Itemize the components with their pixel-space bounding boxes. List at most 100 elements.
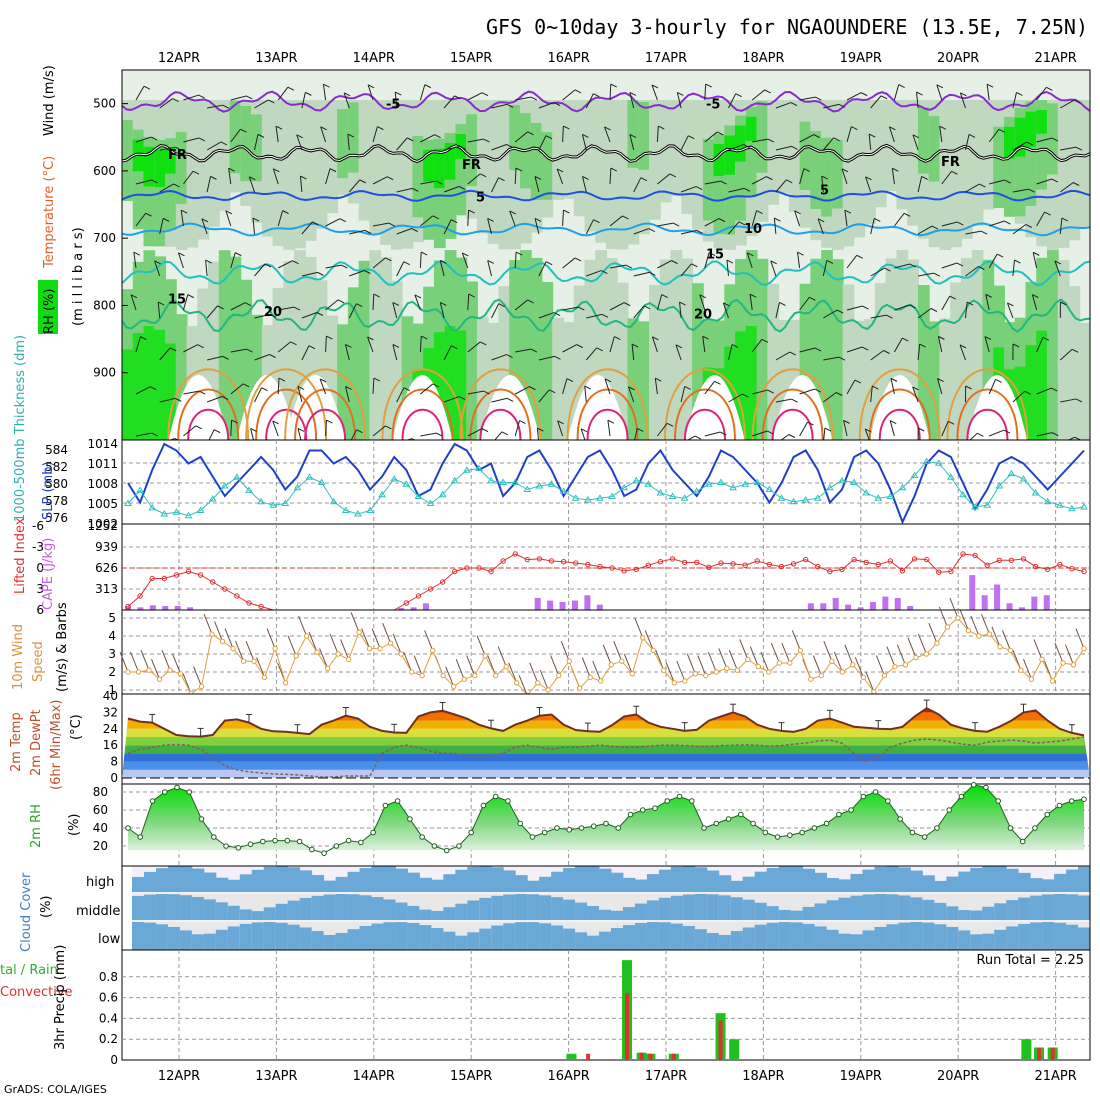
surface-wind-barb bbox=[907, 637, 917, 658]
cape-bar bbox=[869, 601, 876, 610]
wind-barb-flag bbox=[450, 219, 458, 224]
cloud-low-cell bbox=[155, 924, 169, 950]
wind-barb bbox=[367, 336, 374, 353]
cloud-low-cell bbox=[622, 925, 636, 950]
surface-wind-barb bbox=[665, 662, 675, 683]
wind-barb-flag bbox=[529, 386, 536, 391]
top-date-label: 12APR bbox=[158, 51, 200, 66]
cloud-high-cell bbox=[239, 874, 253, 892]
wind-barb bbox=[562, 89, 576, 101]
wind-barb bbox=[633, 228, 649, 235]
cloud-high-cell bbox=[994, 866, 1007, 892]
rh-point bbox=[603, 820, 609, 827]
wind-barb-flag bbox=[601, 270, 608, 275]
wind-barb bbox=[609, 264, 626, 269]
wind-speed-point bbox=[598, 678, 604, 684]
surface-wind-barb bbox=[833, 651, 843, 673]
cloud-middle-cell bbox=[323, 894, 337, 920]
surface-wind-barb bbox=[445, 666, 455, 687]
wind-barb-flag bbox=[770, 260, 777, 265]
y-tick-label: -6 bbox=[32, 519, 44, 533]
cloud-middle-cell bbox=[299, 897, 313, 920]
surface-wind-barb bbox=[760, 651, 770, 673]
cloud-middle-cell bbox=[946, 906, 959, 920]
rh-point bbox=[309, 846, 315, 853]
cloud-cover-panel: high middle low Cloud Cover (%) bbox=[19, 865, 1091, 952]
surface-wind-barb bbox=[455, 659, 465, 680]
wind-barb bbox=[372, 176, 388, 185]
wind-barb bbox=[420, 134, 435, 143]
rh-cell bbox=[573, 100, 586, 217]
wind-speed-point bbox=[734, 667, 741, 673]
rh-point bbox=[431, 843, 438, 849]
wind-barb-flag bbox=[675, 344, 683, 349]
wind-barb bbox=[538, 102, 555, 109]
temperature-band bbox=[122, 769, 1090, 778]
lifted-index-point bbox=[524, 556, 531, 563]
cloud-low-cell bbox=[670, 923, 684, 950]
wind-barb-flag bbox=[244, 302, 252, 307]
wind-barb-flag bbox=[312, 221, 319, 226]
warm-contour bbox=[673, 388, 736, 440]
wind-barb bbox=[467, 173, 481, 185]
surface-wind-barb bbox=[161, 650, 171, 671]
surface-wind-barb bbox=[592, 660, 602, 682]
thickness-point bbox=[765, 485, 774, 492]
wind-barb-flag bbox=[140, 336, 147, 341]
surface-wind-barb bbox=[686, 653, 696, 674]
wind-barb-flag bbox=[293, 306, 301, 311]
rh-point bbox=[860, 793, 867, 800]
wind-barb-flag bbox=[1007, 302, 1014, 307]
rh-cell bbox=[498, 100, 511, 250]
cloud-low-cell bbox=[563, 928, 576, 950]
wind-barb bbox=[912, 134, 919, 151]
rh-point bbox=[443, 847, 450, 854]
wind-barb-flag bbox=[154, 260, 161, 265]
rh-cell bbox=[917, 284, 930, 440]
rh-point bbox=[787, 832, 793, 839]
wind-barb bbox=[633, 177, 642, 193]
thickness-point bbox=[1043, 497, 1052, 505]
cloud-low-cell bbox=[838, 933, 851, 950]
wind-barb bbox=[775, 398, 792, 403]
thickness-point bbox=[632, 476, 641, 484]
rh-cell bbox=[573, 285, 586, 440]
thickness-point bbox=[656, 489, 665, 496]
precip-total-bar bbox=[1021, 1039, 1032, 1060]
wind-barb-flag bbox=[198, 94, 205, 99]
warm-contour bbox=[265, 408, 308, 440]
wind-speed-point bbox=[913, 654, 919, 661]
wind-barb bbox=[936, 84, 943, 101]
y-tick-label: 40 bbox=[93, 821, 108, 835]
cloud-middle-cell bbox=[730, 897, 744, 920]
lifted-index-point bbox=[415, 593, 422, 599]
wind-barb bbox=[799, 96, 816, 101]
y-tick-label: 0 bbox=[110, 1053, 118, 1067]
wind-barb-flag bbox=[210, 175, 217, 180]
thickness-point bbox=[220, 482, 229, 489]
precip-convective-label: Convective bbox=[0, 985, 73, 1000]
wind-barb-flag bbox=[981, 230, 988, 235]
wind-barb-flag bbox=[610, 167, 618, 172]
thickness-point bbox=[269, 501, 278, 508]
rh-cell bbox=[993, 126, 1005, 209]
wind-barb bbox=[722, 302, 729, 319]
wind-barb-flag bbox=[610, 83, 618, 88]
cloud-high-cell bbox=[419, 877, 432, 892]
cloud-high-cell bbox=[251, 869, 265, 892]
thickness-point bbox=[910, 471, 919, 478]
cloud-low-cell bbox=[287, 924, 301, 950]
cloud-high-cell bbox=[1054, 873, 1067, 892]
cloud-middle-cell bbox=[742, 899, 756, 920]
wind-barb bbox=[1036, 432, 1053, 437]
cloud-high-cell bbox=[323, 880, 337, 892]
wind-barb bbox=[325, 335, 327, 353]
cloud-high-cell bbox=[958, 871, 971, 892]
warm-contour bbox=[946, 368, 1029, 440]
wind-barb-flag bbox=[767, 430, 774, 435]
wind-speed-point bbox=[177, 671, 184, 677]
wind-barb-flag bbox=[1044, 211, 1051, 216]
cloud-high-cell bbox=[539, 876, 552, 892]
run-total: Run Total = 2.25 bbox=[976, 953, 1084, 968]
